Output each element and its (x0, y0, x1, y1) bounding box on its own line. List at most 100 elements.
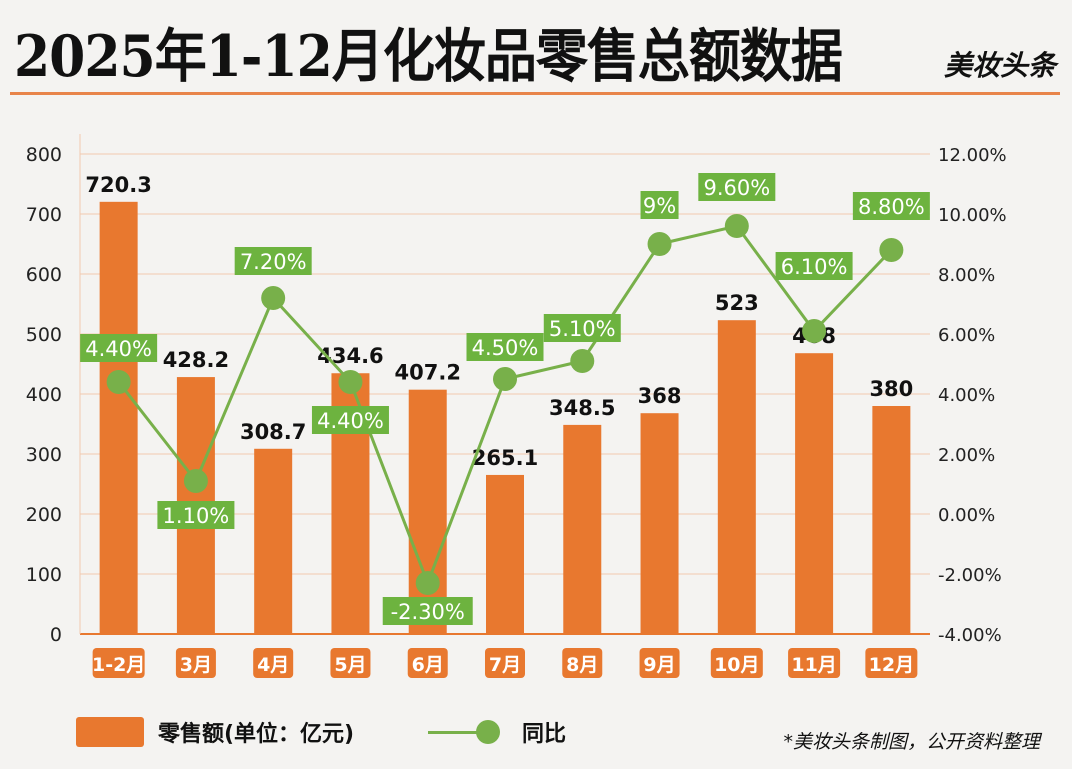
bar-value-label: 308.7 (240, 420, 306, 444)
legend-line-swatch (428, 717, 500, 747)
yoy-value-label: 9.60% (703, 176, 770, 200)
y-left-tick: 200 (26, 504, 62, 526)
y-right-tick: -2.00% (938, 565, 1002, 586)
x-category-box (639, 648, 680, 678)
yoy-point (493, 367, 517, 391)
y-left-tick: 0 (50, 624, 62, 646)
y-right-tick: 2.00% (938, 445, 995, 466)
yoy-point (106, 370, 131, 394)
yoy-label-box (640, 191, 679, 219)
y-left-tick: 400 (26, 384, 62, 406)
yoy-value-label: 4.50% (472, 336, 539, 360)
x-tick-label: 10月 (714, 654, 759, 676)
x-category-box (710, 648, 763, 678)
legend-line: 同比 (428, 716, 566, 748)
yoy-point (802, 319, 827, 343)
x-tick-label: 1-2月 (92, 654, 145, 676)
yoy-point (724, 214, 749, 238)
x-category-box (330, 648, 371, 678)
yoy-value-label: 9% (643, 194, 676, 218)
bar-value-label: 368 (638, 384, 682, 408)
yoy-label-box (698, 173, 776, 201)
yoy-label-box (852, 192, 930, 220)
x-category-box (788, 648, 841, 678)
x-tick-label: 9月 (643, 654, 675, 676)
x-tick-label: 8月 (566, 654, 598, 676)
bar-value-label: 265.1 (472, 446, 538, 470)
y-left-tick: 700 (26, 204, 62, 226)
y-right-tick: -4.00% (938, 625, 1002, 646)
legend-bar: 零售额(单位：亿元) (76, 716, 354, 748)
yoy-label-box (775, 252, 853, 280)
bar (99, 201, 138, 634)
x-tick-label: 4月 (257, 654, 289, 676)
yoy-value-label: -2.30% (391, 600, 465, 624)
bar (486, 474, 524, 634)
bar-value-label: 523 (715, 291, 759, 315)
yoy-value-label: 7.20% (240, 250, 307, 274)
bar-value-label: 348.5 (549, 396, 615, 420)
bar-value-label: 407.2 (395, 361, 461, 385)
y-right-tick: 8.00% (938, 265, 995, 286)
yoy-value-label: 5.10% (549, 317, 616, 341)
yoy-point (570, 349, 595, 373)
bar (563, 424, 602, 634)
yoy-value-label: 1.10% (163, 504, 230, 528)
yoy-point (647, 232, 672, 256)
legend-bar-swatch (76, 717, 144, 747)
brand-logo: 美妆头条 (943, 49, 1056, 82)
source-note: *美妆头条制图，公开资料整理 (783, 731, 1040, 753)
y-right-tick: 0.00% (938, 505, 995, 526)
y-right-tick: 12.00% (938, 145, 1007, 166)
x-category-box (562, 648, 603, 678)
yoy-point (879, 238, 904, 262)
y-left-tick: 300 (26, 444, 62, 466)
bar (795, 353, 834, 634)
legend-line-label: 同比 (522, 722, 567, 747)
x-category-box (175, 648, 216, 678)
x-category-box (865, 648, 918, 678)
x-tick-label: 12月 (869, 654, 914, 676)
x-tick-label: 11月 (791, 654, 836, 676)
y-left-tick: 500 (26, 324, 62, 346)
x-category-box (407, 648, 448, 678)
yoy-label-box (311, 406, 389, 434)
legend-bar-label: 零售额(单位：亿元) (158, 722, 355, 747)
page-title: 2025年1-12月化妆品零售总额数据 (14, 23, 843, 91)
y-right-tick: 6.00% (938, 325, 995, 346)
yoy-label-box (382, 597, 473, 625)
bar-value-label: 380 (869, 377, 913, 401)
bar (254, 448, 293, 634)
yoy-label-box (234, 247, 312, 275)
yoy-point (183, 469, 208, 493)
yoy-point (415, 571, 440, 595)
yoy-label-box (466, 333, 544, 361)
yoy-label-box (543, 314, 621, 342)
y-left-tick: 800 (26, 144, 62, 166)
x-category-box (253, 648, 294, 678)
title-divider (10, 92, 1060, 95)
bar (717, 320, 756, 634)
y-left-tick: 100 (26, 564, 62, 586)
x-category-box (92, 648, 145, 678)
x-tick-label: 6月 (412, 654, 444, 676)
x-tick-label: 5月 (334, 654, 366, 676)
yoy-value-label: 6.10% (781, 255, 848, 279)
yoy-label-box (157, 501, 235, 529)
bar-value-label: 428.2 (163, 348, 229, 372)
yoy-point (338, 370, 363, 394)
bar (640, 413, 679, 634)
x-tick-label: 3月 (180, 654, 212, 676)
yoy-point (261, 286, 286, 310)
yoy-label-box (80, 334, 158, 362)
y-right-tick: 10.00% (938, 205, 1007, 226)
x-tick-label: 7月 (489, 654, 521, 676)
bar (872, 406, 911, 634)
y-left-tick: 600 (26, 264, 62, 286)
x-category-box (485, 648, 525, 678)
yoy-value-label: 4.40% (317, 409, 384, 433)
yoy-value-label: 4.40% (85, 337, 152, 361)
bar-value-label: 720.3 (85, 173, 151, 197)
y-right-tick: 4.00% (938, 385, 995, 406)
